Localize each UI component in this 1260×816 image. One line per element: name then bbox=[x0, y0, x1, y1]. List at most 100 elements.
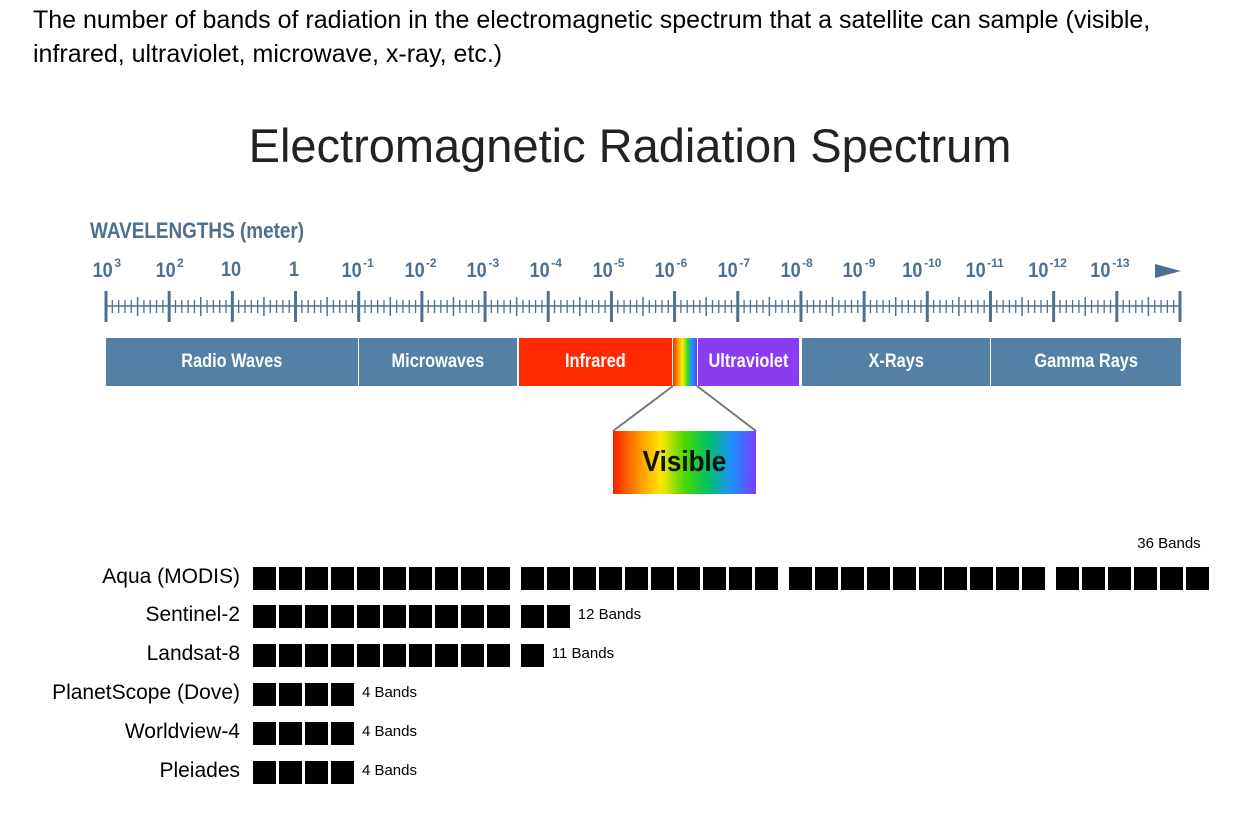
band-square bbox=[1134, 566, 1158, 590]
band-square bbox=[788, 566, 812, 590]
band-square bbox=[546, 604, 570, 628]
band-square bbox=[278, 566, 302, 590]
band-count-label: 36 Bands bbox=[1137, 535, 1201, 552]
band-square bbox=[253, 721, 276, 745]
band-square bbox=[460, 643, 484, 667]
band-square bbox=[840, 566, 864, 590]
band-square bbox=[814, 566, 838, 590]
band-square bbox=[356, 604, 380, 628]
band-label: Gamma Rays bbox=[1034, 351, 1138, 372]
wavelength-tick-label: 10 -6 bbox=[654, 256, 688, 282]
band-square bbox=[356, 643, 380, 667]
satellite-name: Sentinel-2 bbox=[145, 603, 240, 626]
band-square bbox=[382, 643, 406, 667]
ruler bbox=[104, 291, 1182, 322]
band-square bbox=[408, 566, 432, 590]
band-square bbox=[330, 682, 354, 706]
band-square bbox=[996, 566, 1020, 590]
band-square bbox=[253, 643, 276, 667]
wavelength-tick-label: 10 -7 bbox=[717, 256, 751, 282]
band-square bbox=[382, 604, 406, 628]
band-square bbox=[1056, 566, 1080, 590]
band-square bbox=[330, 721, 354, 745]
band-square bbox=[1160, 566, 1184, 590]
band-square bbox=[330, 604, 354, 628]
band-square bbox=[304, 566, 328, 590]
satellite-name: Worldview-4 bbox=[124, 720, 240, 743]
wavelength-tick-label: 10 -2 bbox=[404, 256, 437, 282]
band-square bbox=[486, 566, 510, 590]
wavelength-tick-label: 10 3 bbox=[92, 256, 122, 282]
band-square bbox=[892, 566, 916, 590]
band-square bbox=[520, 566, 544, 590]
band-infrared: Infrared bbox=[519, 338, 672, 386]
band-square bbox=[304, 760, 328, 784]
band-square bbox=[253, 682, 276, 706]
band-square bbox=[546, 566, 570, 590]
wavelength-tick-label: 10 2 bbox=[155, 256, 184, 282]
wavelength-tick-label: 10 -1 bbox=[341, 256, 374, 282]
diagram-title: Electromagnetic Radiation Spectrum bbox=[248, 119, 1012, 172]
band-square bbox=[1108, 566, 1132, 590]
wavelength-tick-label: 10 -9 bbox=[843, 256, 876, 282]
satellite-name: Pleiades bbox=[159, 759, 240, 782]
band-square bbox=[650, 566, 674, 590]
band-square bbox=[330, 566, 354, 590]
wavelength-tick-label: 10 -4 bbox=[529, 256, 562, 282]
band-square bbox=[408, 604, 432, 628]
band-square bbox=[253, 566, 276, 590]
band-label: Infrared bbox=[565, 351, 626, 372]
band-label: X-Rays bbox=[868, 351, 924, 372]
band-square bbox=[278, 682, 302, 706]
wavelength-tick-label: 10 bbox=[221, 258, 242, 281]
band-square bbox=[330, 643, 354, 667]
band-square bbox=[330, 760, 354, 784]
wavelength-tick-label: 10 -12 bbox=[1027, 256, 1067, 282]
band-x-rays: X-Rays bbox=[802, 338, 990, 386]
band-count-label: 4 Bands bbox=[361, 684, 417, 701]
wavelength-tick-label: 10 -10 bbox=[902, 256, 942, 282]
visible-light-box: Visible bbox=[613, 431, 756, 494]
band-label: Ultraviolet bbox=[708, 351, 789, 372]
band-square bbox=[278, 721, 302, 745]
band-square bbox=[754, 566, 778, 590]
band-square bbox=[434, 643, 458, 667]
wavelength-tick-label: 10 -11 bbox=[965, 256, 1004, 282]
band-square bbox=[304, 682, 328, 706]
satellite-name: Landsat-8 bbox=[146, 642, 240, 665]
arrow-right-icon bbox=[1155, 264, 1181, 278]
band-square bbox=[278, 604, 302, 628]
visible-light-strip bbox=[673, 338, 697, 386]
band-square bbox=[918, 566, 942, 590]
band-square bbox=[702, 566, 726, 590]
wavelength-tick-label: 10 -8 bbox=[780, 256, 813, 282]
band-square bbox=[624, 566, 648, 590]
band-square bbox=[598, 566, 622, 590]
band-square bbox=[434, 566, 458, 590]
band-radio-waves: Radio Waves bbox=[106, 338, 358, 386]
wavelength-tick-label: 1 bbox=[289, 258, 300, 281]
band-square bbox=[728, 566, 752, 590]
band-square bbox=[253, 760, 276, 784]
wavelength-tick-label: 10 -5 bbox=[592, 256, 625, 282]
satellite-name: Aqua (MODIS) bbox=[102, 565, 240, 588]
band-square bbox=[356, 566, 380, 590]
band-square bbox=[572, 566, 596, 590]
band-count-label: 4 Bands bbox=[361, 723, 417, 740]
band-label: Microwaves bbox=[391, 351, 485, 372]
band-square bbox=[520, 643, 544, 667]
band-microwaves: Microwaves bbox=[359, 338, 517, 386]
band-square bbox=[676, 566, 700, 590]
wavelength-tick-label: 10 -13 bbox=[1090, 256, 1130, 282]
band-square bbox=[278, 760, 302, 784]
band-square bbox=[520, 604, 544, 628]
wavelengths-label: WAVELENGTHS (meter) bbox=[90, 218, 305, 243]
wavelength-tick-label: 10 -3 bbox=[466, 256, 500, 282]
band-square bbox=[486, 604, 510, 628]
intro-text: The number of bands of radiation in the … bbox=[33, 6, 1151, 68]
band-square bbox=[304, 721, 328, 745]
band-gamma-rays: Gamma Rays bbox=[991, 338, 1181, 386]
band-square bbox=[970, 566, 994, 590]
band-count-label: 4 Bands bbox=[361, 762, 417, 779]
band-square bbox=[460, 604, 484, 628]
